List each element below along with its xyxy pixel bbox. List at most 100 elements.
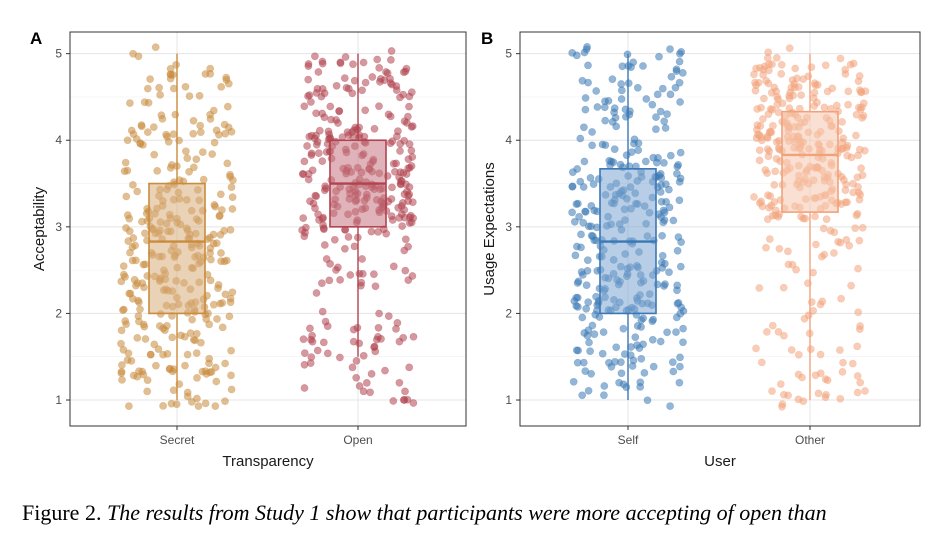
data-point	[131, 241, 139, 250]
data-point	[856, 322, 864, 330]
data-point	[314, 149, 323, 157]
data-point	[303, 142, 311, 150]
data-point	[357, 278, 366, 287]
data-point	[821, 393, 830, 402]
data-point	[775, 244, 784, 253]
data-point	[600, 382, 609, 390]
data-point	[381, 366, 389, 375]
data-point	[861, 87, 870, 96]
data-point	[584, 386, 593, 395]
data-point	[764, 48, 773, 57]
data-point	[849, 188, 858, 197]
data-point	[216, 190, 225, 199]
y-tick-label: 1	[55, 393, 62, 407]
data-point	[389, 397, 398, 405]
data-point	[791, 64, 800, 73]
data-point	[676, 98, 684, 106]
data-point	[653, 90, 662, 99]
data-point	[568, 49, 577, 57]
data-point	[660, 117, 669, 126]
data-point	[396, 139, 405, 148]
data-point	[643, 396, 652, 405]
data-point	[397, 177, 405, 185]
data-point	[856, 378, 865, 387]
data-point	[599, 328, 608, 336]
data-point	[676, 148, 685, 157]
data-point	[342, 83, 351, 92]
data-point	[818, 297, 827, 306]
panel-b: 1 2 3 4 5 Self Other User Usage Expectations B	[481, 29, 921, 470]
data-point	[577, 268, 586, 276]
data-point	[666, 90, 675, 99]
data-point	[214, 280, 223, 289]
data-point	[588, 321, 597, 330]
data-point	[604, 97, 613, 105]
data-point	[657, 197, 666, 206]
data-point	[759, 71, 767, 79]
data-point	[776, 380, 785, 388]
data-point	[408, 122, 417, 130]
data-point	[629, 356, 638, 365]
data-point	[124, 237, 133, 245]
data-point	[774, 327, 783, 336]
data-point	[317, 279, 326, 288]
data-point	[760, 94, 768, 103]
data-point	[318, 307, 327, 316]
data-point	[225, 312, 234, 321]
data-point	[764, 79, 773, 88]
data-point	[852, 211, 861, 220]
data-point	[637, 354, 646, 363]
data-point	[755, 130, 764, 139]
x-tick-label-secret: Secret	[160, 433, 195, 447]
data-point	[766, 127, 775, 136]
data-point	[384, 312, 393, 320]
y-tick-label: 4	[55, 133, 62, 147]
data-point	[810, 79, 819, 87]
data-point	[386, 56, 395, 64]
data-point	[649, 315, 658, 324]
data-point	[136, 305, 144, 314]
data-point	[370, 124, 379, 133]
panel-a: 1 2 3 4 5 Secret Open Transparency Acceptability…	[30, 29, 467, 470]
data-point	[164, 137, 173, 146]
data-point	[587, 231, 596, 240]
data-point	[301, 223, 310, 232]
data-point	[155, 83, 163, 92]
data-point	[138, 140, 147, 149]
data-point	[206, 255, 215, 264]
panel-tag: B	[481, 29, 493, 48]
boxplot-open	[329, 53, 387, 357]
data-point	[568, 168, 577, 177]
data-point	[375, 102, 383, 111]
data-point	[581, 367, 590, 375]
data-point	[601, 141, 610, 149]
data-point	[192, 329, 201, 338]
data-point	[304, 75, 313, 84]
data-point	[134, 312, 143, 320]
data-point	[607, 362, 616, 371]
data-point	[156, 91, 164, 99]
data-point	[216, 230, 225, 239]
data-point	[579, 358, 588, 367]
data-point	[390, 167, 399, 176]
data-point	[121, 158, 130, 167]
data-point	[183, 392, 192, 401]
data-point	[792, 265, 800, 274]
data-point	[409, 399, 418, 407]
data-point	[823, 376, 832, 385]
data-point	[121, 317, 130, 325]
data-point	[118, 361, 126, 369]
data-point	[844, 100, 852, 109]
y-tick-label: 2	[55, 306, 62, 320]
y-tick-label: 3	[55, 220, 62, 234]
data-point	[192, 349, 201, 357]
data-point	[584, 61, 592, 70]
data-point	[118, 375, 126, 384]
data-point	[671, 83, 680, 92]
data-point	[676, 362, 684, 371]
data-point	[404, 155, 413, 164]
data-point	[183, 350, 192, 359]
data-point	[375, 309, 383, 318]
data-point	[352, 356, 361, 365]
data-point	[636, 378, 645, 387]
